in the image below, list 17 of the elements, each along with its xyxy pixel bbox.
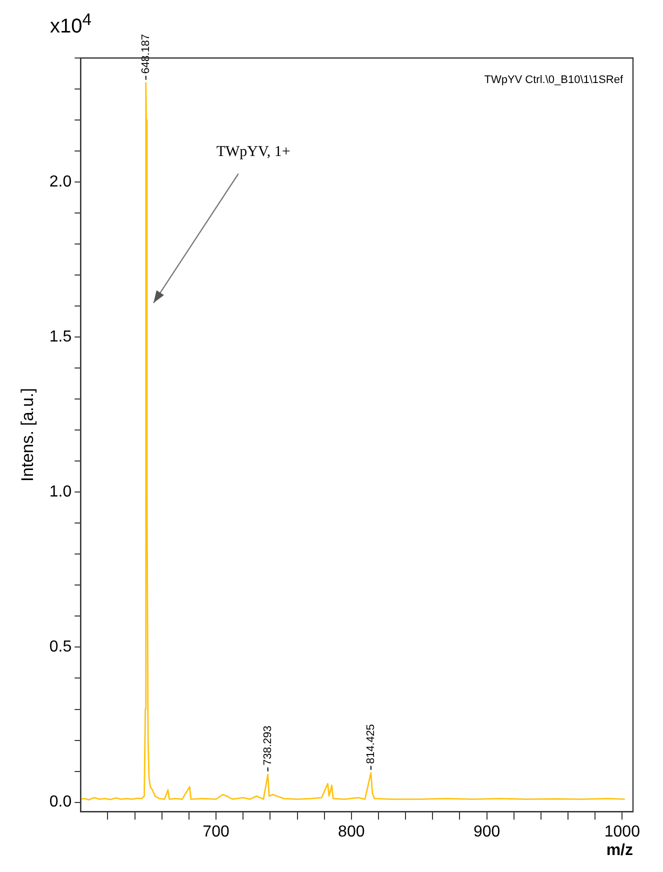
annotation: TWpYV, 1+	[216, 144, 290, 160]
y-axis-title: Intens. [a.u.]	[18, 388, 37, 482]
y-tick-label: 0.5	[49, 638, 72, 656]
text: x10$^{4}$	[50, 10, 92, 39]
x-tick-label: 700	[202, 824, 230, 841]
x-tick-label: 1000	[604, 824, 640, 841]
annotation: 814.425	[364, 724, 377, 764]
annotation: 648.187	[140, 34, 152, 74]
x-axis-title: m/z	[606, 842, 633, 859]
y-tick-label: 0.0	[49, 794, 72, 811]
y-tick-label: 1.0	[49, 484, 72, 501]
y-tick-label: 1.5	[49, 328, 72, 346]
y-tick-label: 2.0	[49, 173, 72, 190]
annotation: TWpYV Ctrl.\0_B10\1\1SRef	[484, 74, 624, 86]
x-tick-label: 800	[338, 824, 365, 841]
annotation: 738.293	[262, 726, 274, 766]
x-tick-label: 900	[473, 824, 500, 841]
